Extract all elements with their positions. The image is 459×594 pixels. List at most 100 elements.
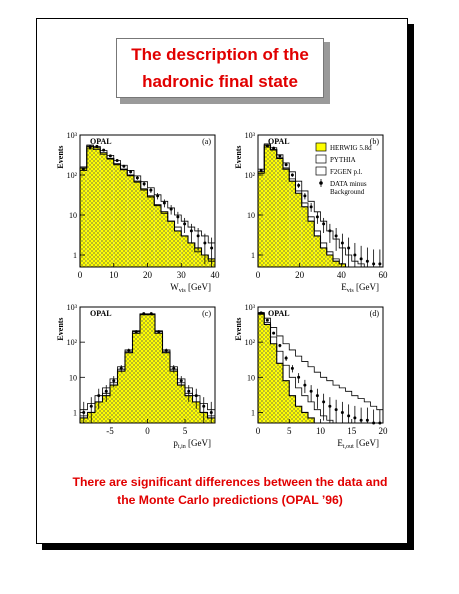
y-tick-label: 10³ xyxy=(67,131,78,140)
x-axis-label: Evis [GeV] xyxy=(341,282,379,294)
data-point xyxy=(347,246,351,250)
x-tick-label: 0 xyxy=(78,270,83,280)
data-point xyxy=(315,215,319,219)
experiment-label: OPAL xyxy=(90,137,112,146)
herwig-bar xyxy=(100,152,107,267)
x-axis-label-main: W xyxy=(170,282,179,292)
data-point xyxy=(189,229,193,233)
data-point xyxy=(309,205,313,209)
data-point xyxy=(265,144,269,148)
data-point xyxy=(303,383,307,387)
herwig-bar xyxy=(147,314,155,423)
data-point xyxy=(378,262,382,266)
data-point xyxy=(183,222,187,226)
legend-data-point xyxy=(319,181,323,185)
herwig-bar xyxy=(107,158,114,267)
caption-line-1: There are significant differences betwee… xyxy=(72,475,388,489)
panel-tag: (d) xyxy=(370,309,380,318)
legend-label: F2GEN p.l. xyxy=(330,168,363,176)
title-box: The description of the hadronic final st… xyxy=(116,38,324,98)
herwig-bar xyxy=(125,352,133,423)
data-point xyxy=(353,253,357,257)
data-point xyxy=(196,234,200,238)
slide-page xyxy=(36,18,408,544)
x-axis-label: Wvis [GeV] xyxy=(170,282,211,294)
experiment-label: OPAL xyxy=(268,137,290,146)
data-point xyxy=(347,414,351,418)
x-tick-label: 5 xyxy=(183,426,188,436)
herwig-bar xyxy=(289,181,296,267)
herwig-bar xyxy=(264,324,271,423)
x-tick-label: 40 xyxy=(211,270,221,280)
x-tick-label: 0 xyxy=(256,426,261,436)
herwig-bar xyxy=(167,221,175,267)
herwig-bar xyxy=(314,235,321,267)
herwig-bar xyxy=(93,147,101,267)
data-point xyxy=(157,330,161,334)
herwig-bar xyxy=(258,313,265,423)
herwig-bar xyxy=(295,193,302,267)
herwig-bar xyxy=(80,167,87,267)
x-axis-label-main: E xyxy=(341,282,347,292)
experiment-label: OPAL xyxy=(90,309,112,318)
x-tick-label: 40 xyxy=(337,270,347,280)
herwig-bar xyxy=(270,149,277,267)
herwig-bar xyxy=(258,171,265,267)
herwig-bar xyxy=(308,417,315,423)
y-tick-label: 10³ xyxy=(67,303,78,312)
data-point xyxy=(122,164,126,168)
data-point xyxy=(104,389,108,393)
y-tick-label: 1 xyxy=(73,251,77,260)
herwig-bar xyxy=(155,333,163,423)
herwig-bar xyxy=(333,261,340,267)
herwig-bar xyxy=(264,145,271,267)
herwig-bar xyxy=(132,333,140,423)
data-point xyxy=(89,404,93,408)
x-axis-label: pt,in [GeV] xyxy=(173,438,211,450)
data-point xyxy=(365,259,369,263)
x-axis-label-main: p xyxy=(173,438,178,448)
herwig-bar xyxy=(339,263,346,267)
y-tick-label: 10³ xyxy=(245,303,256,312)
data-point xyxy=(209,410,213,414)
x-tick-label: 0 xyxy=(256,270,261,280)
data-point xyxy=(129,170,133,174)
data-point xyxy=(88,145,92,149)
data-point xyxy=(359,257,363,261)
data-point xyxy=(108,154,112,158)
x-axis-label-unit: [GeV] xyxy=(354,438,379,448)
x-tick-label: 0 xyxy=(145,426,150,436)
data-point xyxy=(322,400,326,404)
data-point xyxy=(112,379,116,383)
panel-tag: (b) xyxy=(370,137,380,146)
herwig-bar xyxy=(174,230,182,267)
herwig-bar xyxy=(177,385,185,423)
data-point xyxy=(102,148,106,152)
legend-label: Background xyxy=(330,188,365,196)
herwig-bar xyxy=(117,371,125,423)
x-axis-label-unit: [GeV] xyxy=(186,438,211,448)
x-tick-label: 5 xyxy=(287,426,292,436)
data-point xyxy=(81,167,85,171)
y-tick-label: 1 xyxy=(251,408,255,417)
herwig-bar xyxy=(301,206,308,267)
data-point xyxy=(297,375,301,379)
x-axis-label: Et,out [GeV] xyxy=(337,438,379,450)
panel-frame xyxy=(257,134,384,268)
herwig-bar xyxy=(194,247,202,267)
herwig-bar xyxy=(140,188,148,267)
herwig-bar xyxy=(162,352,170,423)
legend-label: PYTHIA xyxy=(330,156,356,164)
y-tick-label: 10² xyxy=(67,338,78,347)
herwig-bar xyxy=(270,343,277,423)
herwig-bar xyxy=(283,380,290,423)
herwig-bar xyxy=(188,242,195,267)
data-point xyxy=(353,416,357,420)
experiment-label: OPAL xyxy=(268,309,290,318)
data-point xyxy=(334,408,338,412)
